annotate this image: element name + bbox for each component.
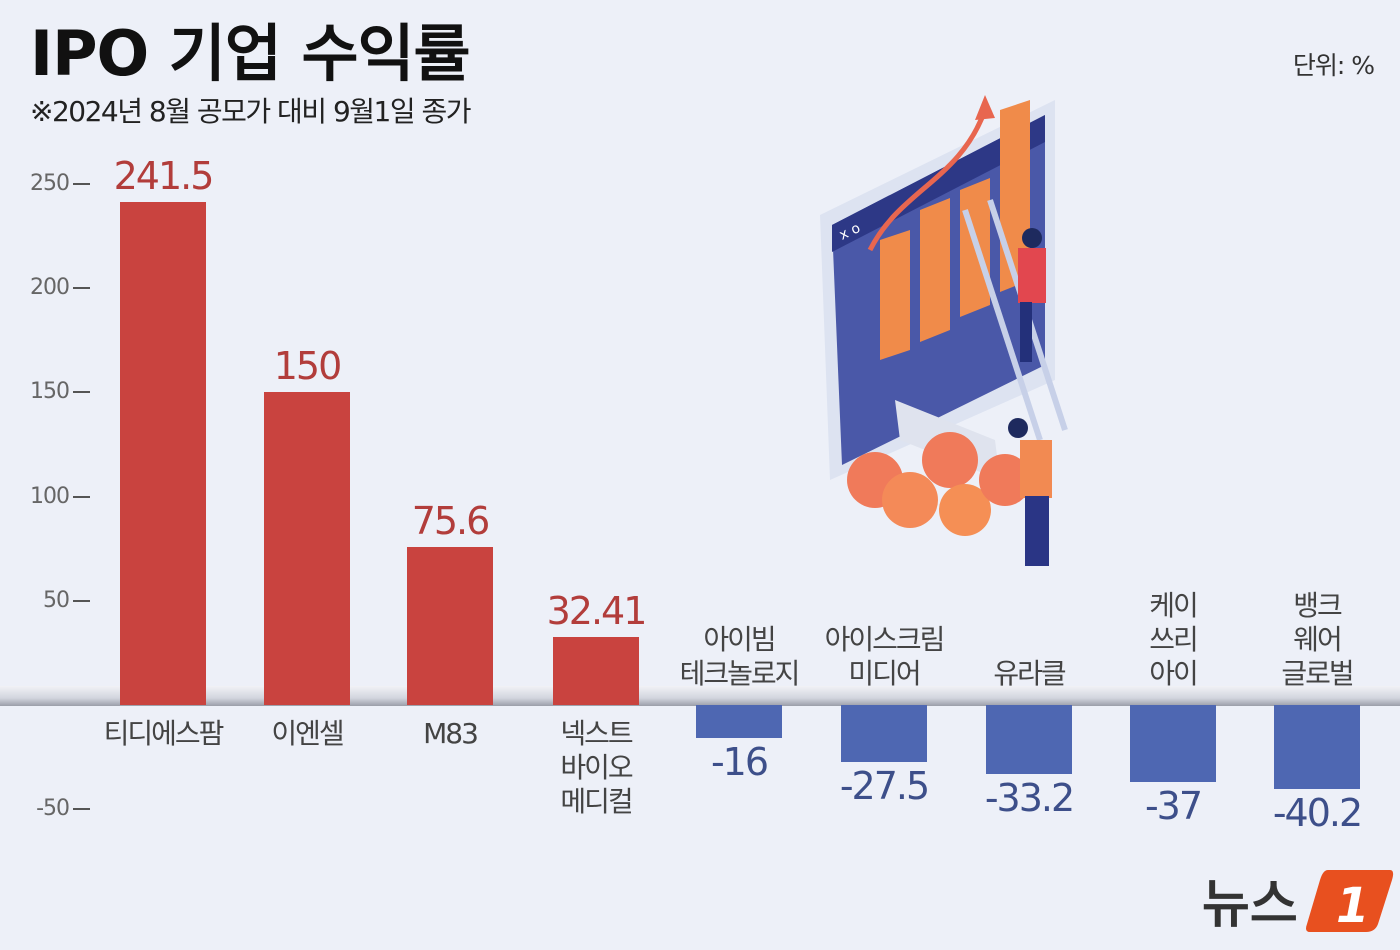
svg-text:1: 1 bbox=[1336, 878, 1369, 934]
bar bbox=[1274, 705, 1360, 789]
category-label: 티디에스팜 bbox=[103, 717, 225, 750]
bar-value-label: 241.5 bbox=[113, 153, 215, 198]
chart-title: IPO 기업 수익률 bbox=[30, 17, 471, 90]
bar-value-label: -16 bbox=[710, 740, 769, 785]
bar bbox=[841, 705, 927, 763]
y-tick-mark bbox=[73, 183, 90, 185]
bar bbox=[120, 201, 206, 705]
unit-label: 단위: % bbox=[1292, 51, 1375, 80]
y-tick-mark bbox=[73, 599, 90, 602]
chart-subtitle: ※2024년 8월 공모가 대비 9월1일 종가 bbox=[30, 95, 472, 128]
growth-illustration-icon: x o bbox=[820, 95, 1068, 566]
y-tick-mark bbox=[73, 287, 90, 290]
y-tick-label: 50 bbox=[43, 587, 70, 613]
category-label: 아이스크림 미디어 bbox=[824, 623, 946, 690]
bar bbox=[407, 547, 493, 705]
bar-value-label: -37 bbox=[1144, 784, 1203, 829]
y-tick-mark bbox=[73, 808, 90, 811]
y-tick-mark bbox=[73, 391, 90, 394]
y-tick-label: 200 bbox=[30, 275, 70, 301]
news1-logo-icon: 뉴스 1 bbox=[1202, 870, 1394, 935]
y-tick: 150 bbox=[0, 380, 90, 404]
y-tick: 50 bbox=[0, 587, 90, 613]
category-label: 넥스트 바이오 메디컬 bbox=[560, 717, 633, 818]
bar-value-label: 150 bbox=[273, 344, 343, 389]
svg-text:뉴스: 뉴스 bbox=[1202, 875, 1298, 935]
y-tick: 200 bbox=[0, 276, 90, 300]
category-label: 뱅크 웨어 글로벌 bbox=[1281, 589, 1354, 690]
bar bbox=[986, 705, 1072, 775]
category-label: M83 bbox=[423, 717, 479, 750]
y-tick-label: 250 bbox=[30, 171, 70, 196]
y-tick-mark bbox=[73, 495, 90, 498]
y-tick: -50 bbox=[0, 797, 90, 821]
category-label: 아이빔 테크놀로지 bbox=[679, 623, 801, 690]
y-tick: 100 bbox=[0, 483, 90, 509]
y-tick: 250 bbox=[0, 172, 90, 196]
y-tick-label: 100 bbox=[30, 483, 70, 509]
bar-value-label: 32.41 bbox=[546, 589, 648, 634]
category-label: 유라클 bbox=[993, 657, 1066, 690]
bar bbox=[264, 392, 350, 705]
bar bbox=[1130, 705, 1216, 783]
category-label: 이엔셀 bbox=[271, 717, 344, 750]
bar-value-label: -40.2 bbox=[1272, 790, 1363, 835]
bar-value-label: -33.2 bbox=[984, 776, 1075, 821]
bar bbox=[553, 637, 639, 705]
y-tick-label: -50 bbox=[36, 796, 70, 822]
bar-value-label: 75.6 bbox=[411, 499, 491, 544]
y-tick-label: 150 bbox=[30, 379, 70, 405]
bar-value-label: -27.5 bbox=[839, 764, 930, 809]
bar bbox=[696, 705, 782, 739]
category-label: 케이 쓰리 아이 bbox=[1149, 589, 1199, 690]
zero-baseline bbox=[0, 686, 1400, 706]
